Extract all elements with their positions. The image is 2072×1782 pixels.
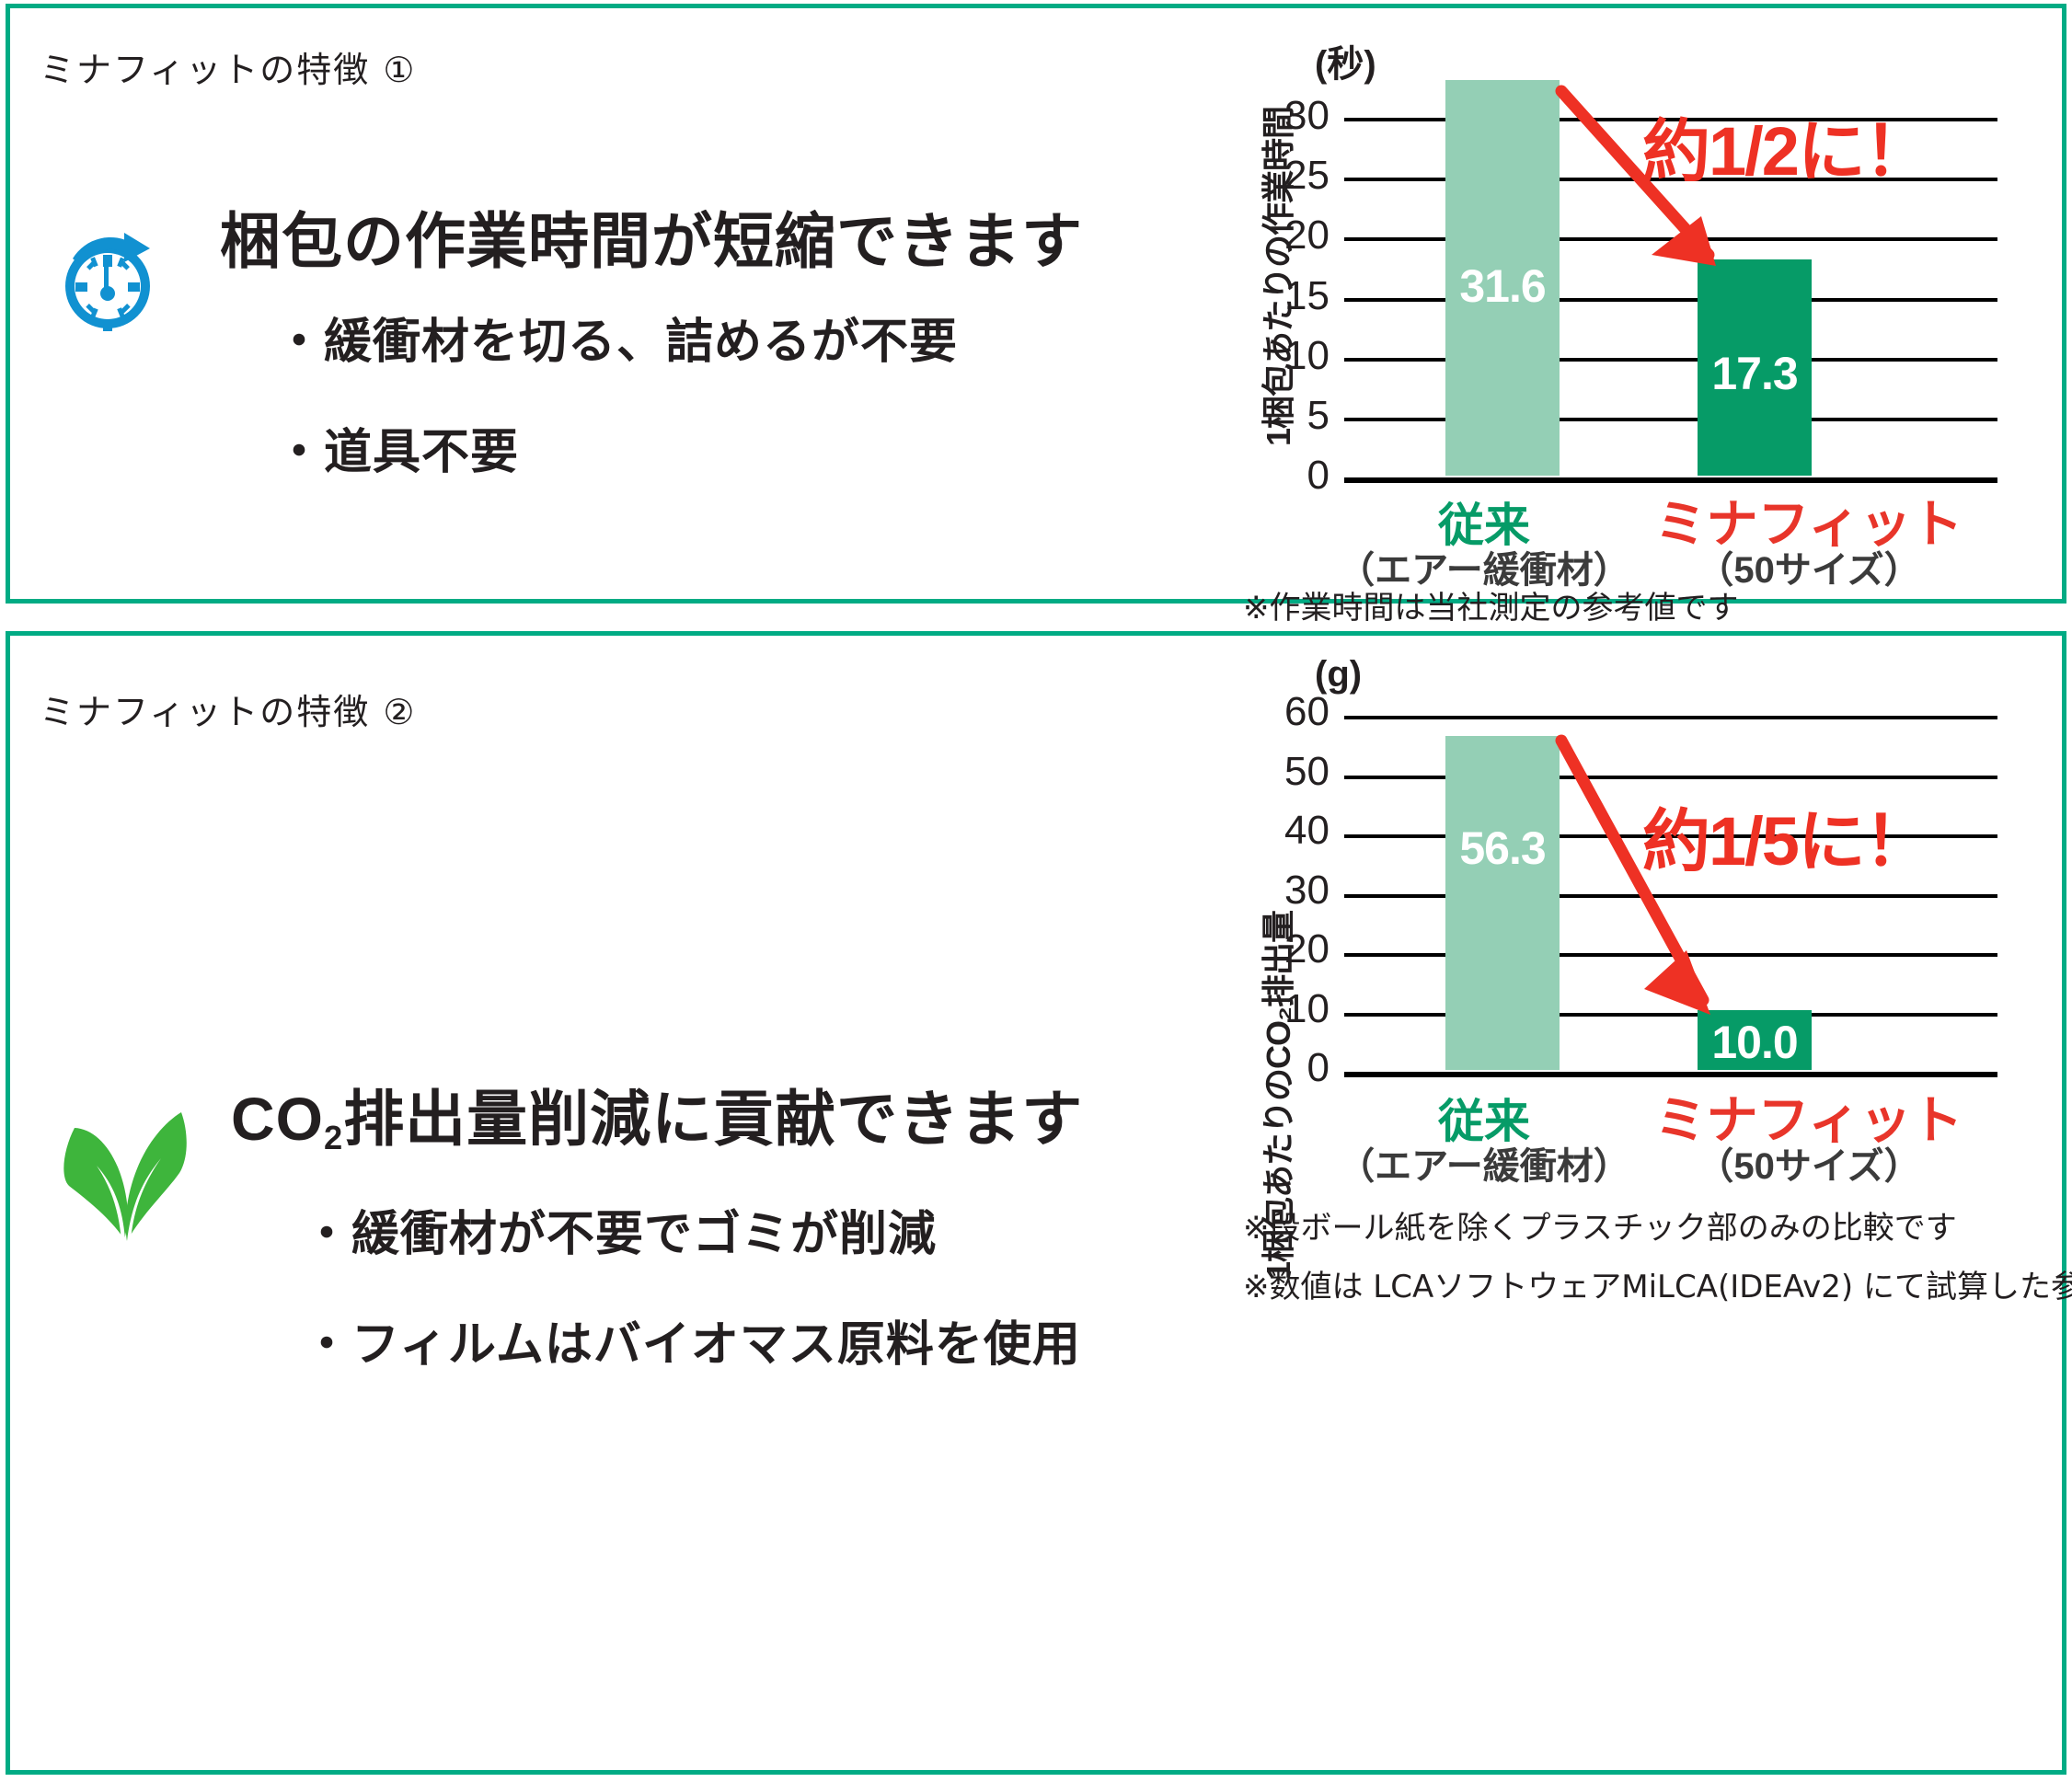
feature-panel-1: ミナフィットの特徴 ① <box>6 4 2066 627</box>
chart2-footnote-1: ※段ボール紙を除くプラスチック部のみの比較です <box>1243 1210 1957 1247</box>
chart2-category-new: ミナフィット <box>1654 1091 1963 1149</box>
chart2-gridline-40 <box>1344 834 1997 838</box>
chart2-gridline-60 <box>1344 716 1997 719</box>
chart2-ytick-60: 60 <box>1284 689 1330 734</box>
feature-bullet-2-2: ・フィルムはバイオマス原料を使用 <box>303 1318 1081 1372</box>
chart1-axis-baseline <box>1344 477 1997 483</box>
chart2-ytick-50: 50 <box>1284 749 1330 794</box>
chart1-gridline-25 <box>1344 178 1997 181</box>
chart1-bar-old-value: 31.6 <box>1459 260 1546 312</box>
feature-headline-2: CO2排出量削減に貢献できます <box>231 1070 1083 1158</box>
chart2-bar-old-value: 56.3 <box>1459 822 1546 874</box>
chart2-category-new-sub: （50サイズ） <box>1697 1146 1921 1187</box>
chart1-bar-old: 31.6 <box>1445 80 1560 476</box>
chart1-ytick-5: 5 <box>1307 393 1330 438</box>
feature-kicker-2: ミナフィットの特徴 ② <box>40 692 417 732</box>
chart1-ytick-30: 30 <box>1284 93 1330 138</box>
chart2-ytick-40: 40 <box>1284 808 1330 853</box>
feature-headline-1: 梱包の作業時間が短縮できます <box>220 207 1083 275</box>
chart2-axis-baseline <box>1344 1072 1997 1077</box>
feature-bullet-2-1: ・緩衝材が不要でゴミが削減 <box>303 1208 938 1261</box>
chart2-gridline-10 <box>1344 1013 1997 1017</box>
chart2-ytick-20: 20 <box>1284 926 1330 971</box>
chart2-footnote-2: ※数値は LCAソフトウェアMiLCA(IDEAv2) にて試算した参考値です <box>1243 1269 2072 1305</box>
feature-kicker-1: ミナフィットの特徴 ① <box>40 50 417 90</box>
feature-bullet-1-2: ・道具不要 <box>275 426 520 479</box>
chart1-category-new-sub: （50サイズ） <box>1697 550 1921 591</box>
leaf-icon <box>54 1096 192 1243</box>
chart2-ytick-10: 10 <box>1284 986 1330 1031</box>
chart2-gridline-20 <box>1344 953 1997 957</box>
chart1-category-old: 従来 <box>1438 500 1530 551</box>
chart1-unit-label: (秒) <box>1315 44 1376 85</box>
chart2-reduction-arrow <box>1555 734 1710 1015</box>
chart1-gridline-10 <box>1344 358 1997 362</box>
chart1-plot-area: 31.6 17.3 <box>1344 80 2062 483</box>
headline-2-post: 排出量削減に貢献できます <box>343 1085 1084 1153</box>
chart-co2: (g) 1梱包あたりのCO₂排出量 56.3 10.0 <box>1234 636 2072 1773</box>
chart1-ytick-10: 10 <box>1284 333 1330 378</box>
chart2-gridline-30 <box>1344 894 1997 898</box>
chart1-gridline-30 <box>1344 118 1997 121</box>
chart1-reduction-arrow <box>1555 85 1716 266</box>
chart1-ytick-20: 20 <box>1284 213 1330 258</box>
chart2-bar-new: 10.0 <box>1698 1010 1812 1070</box>
chart2-bar-new-value: 10.0 <box>1711 1017 1798 1068</box>
chart-work-time: (秒) 1梱包あたりの作業時間 31.6 17.3 <box>1234 8 2062 627</box>
chart2-ytick-0: 0 <box>1307 1045 1330 1090</box>
chart1-gridline-5 <box>1344 418 1997 421</box>
chart1-ytick-15: 15 <box>1284 273 1330 318</box>
chart1-bar-new: 17.3 <box>1698 259 1812 476</box>
chart1-gridline-15 <box>1344 298 1997 302</box>
chart1-ytick-0: 0 <box>1307 453 1330 498</box>
chart1-footnote-1: ※作業時間は当社測定の参考値です <box>1243 590 1739 627</box>
chart2-callout: 約1/5に！ <box>1642 803 1932 880</box>
chart1-category-old-sub: （エアー緩衝材） <box>1338 550 1630 591</box>
headline-2-pre: CO <box>231 1085 324 1153</box>
chart2-gridline-50 <box>1344 776 1997 779</box>
feature-panel-2: ミナフィットの特徴 ② CO2排出量削減に貢献できます ・緩衝材が不要でゴミが削… <box>6 631 2072 1775</box>
chart2-bar-old: 56.3 <box>1445 736 1560 1070</box>
chart1-ytick-25: 25 <box>1284 153 1330 198</box>
headline-2-subscript: 2 <box>324 1119 344 1157</box>
chart2-plot-area: 56.3 10.0 <box>1344 704 2062 1077</box>
chart2-category-old-sub: （エアー緩衝材） <box>1338 1146 1630 1187</box>
chart1-callout: 約1/2に！ <box>1642 113 1932 190</box>
chart1-bar-new-value: 17.3 <box>1711 348 1798 399</box>
chart1-category-new: ミナフィット <box>1654 495 1963 553</box>
clock-icon <box>45 222 170 347</box>
chart2-category-old: 従来 <box>1438 1096 1530 1147</box>
chart2-ytick-30: 30 <box>1284 868 1330 913</box>
chart2-unit-label: (g) <box>1315 654 1363 695</box>
feature-bullet-1-1: ・緩衝材を切る、詰めるが不要 <box>275 316 959 369</box>
chart1-gridline-20 <box>1344 237 1997 241</box>
